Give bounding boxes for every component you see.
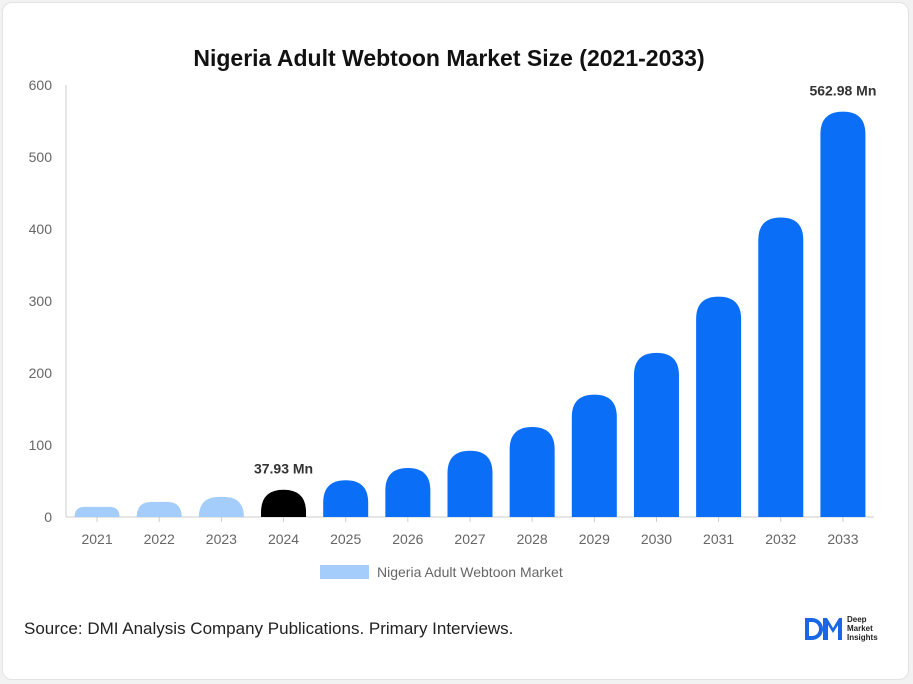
legend-label: Nigeria Adult Webtoon Market xyxy=(377,564,563,580)
x-tick-label: 2033 xyxy=(827,531,858,547)
bars xyxy=(74,111,866,518)
logo-line-3: Insights xyxy=(847,633,878,642)
bar-2025 xyxy=(323,480,369,517)
x-tick-label: 2023 xyxy=(206,531,237,547)
y-tick-label: 600 xyxy=(29,77,53,93)
x-tick-label: 2024 xyxy=(268,531,299,547)
dm-logo-icon xyxy=(805,618,842,640)
y-tick-label: 500 xyxy=(29,149,53,165)
bar-2029 xyxy=(571,394,617,517)
y-tick-label: 400 xyxy=(29,221,53,237)
dmi-logo: Deep Market Insights xyxy=(803,614,893,644)
x-tick-label: 2027 xyxy=(454,531,485,547)
chart-title: Nigeria Adult Webtoon Market Size (2021-… xyxy=(193,45,704,71)
data-labels: 37.93 Mn 562.98 Mn xyxy=(254,83,876,477)
x-tick-label: 2031 xyxy=(703,531,734,547)
x-tick-label: 2022 xyxy=(144,531,175,547)
y-tick-label: 0 xyxy=(44,509,52,525)
x-tick-label: 2030 xyxy=(641,531,672,547)
bar-2027 xyxy=(447,450,493,517)
bar-2032 xyxy=(758,217,804,518)
y-tick-label: 200 xyxy=(29,365,53,381)
x-tick-label: 2025 xyxy=(330,531,361,547)
bar-2022 xyxy=(136,501,182,517)
x-tick-label: 2029 xyxy=(579,531,610,547)
y-tick-label: 300 xyxy=(29,293,53,309)
x-axis: 2021 2022 2023 2024 2025 2026 2027 2028 2029 2030… xyxy=(66,516,874,547)
x-tick-label: 2021 xyxy=(81,531,112,547)
bar-2023 xyxy=(198,496,244,517)
source-text: : DMI Analysis Company Publications. Pri… xyxy=(77,619,514,638)
data-label-2024: 37.93 Mn xyxy=(254,461,313,477)
x-tick-label: 2032 xyxy=(765,531,796,547)
x-tick-label: 2028 xyxy=(517,531,548,547)
y-tick-label: 100 xyxy=(29,437,53,453)
x-tick-label: 2026 xyxy=(392,531,423,547)
bar-2028 xyxy=(509,427,555,517)
bar-2026 xyxy=(385,468,431,517)
bar-2024 xyxy=(261,489,307,517)
legend: Nigeria Adult Webtoon Market xyxy=(320,564,563,580)
y-axis: 0 100 200 300 400 500 600 xyxy=(29,77,67,525)
data-label-2033: 562.98 Mn xyxy=(809,83,876,99)
bar-2021 xyxy=(74,506,120,517)
source-note: Source: DMI Analysis Company Publication… xyxy=(24,619,513,639)
source-label: Source xyxy=(24,619,78,638)
logo-wordmark: Deep Market Insights xyxy=(847,615,878,642)
bar-2033 xyxy=(820,111,866,517)
bar-2030 xyxy=(633,352,679,517)
bar-2031 xyxy=(696,296,742,517)
logo-line-2: Market xyxy=(847,624,873,633)
logo-line-1: Deep xyxy=(847,615,867,624)
legend-swatch xyxy=(320,565,369,579)
